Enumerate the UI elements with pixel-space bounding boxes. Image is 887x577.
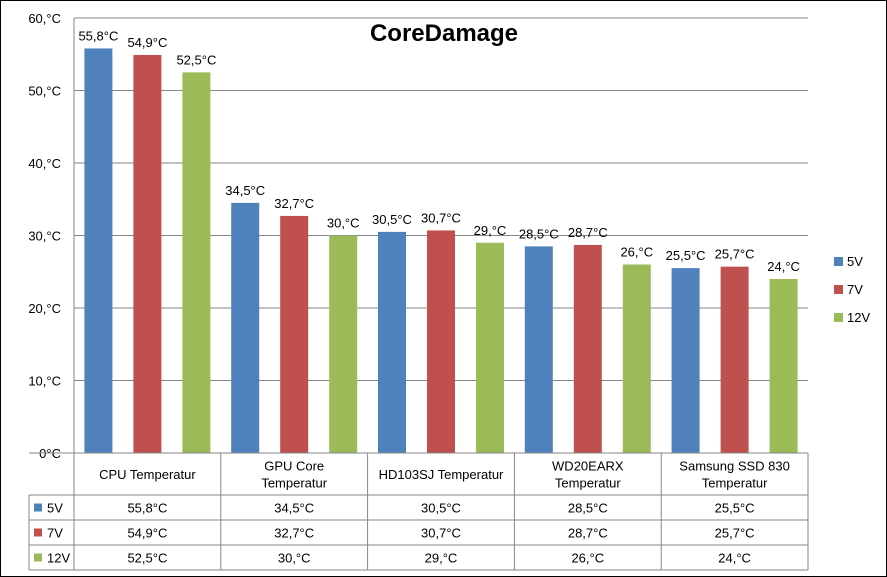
data-label: 30,7°C xyxy=(421,210,461,225)
category-label: Samsung SSD 830 xyxy=(679,459,790,474)
table-cell: 28,5°C xyxy=(568,501,608,516)
table-series-name: 5V xyxy=(47,501,63,516)
data-label: 29,°C xyxy=(474,223,507,238)
bar-7v-1 xyxy=(280,215,309,453)
table-series-name: 12V xyxy=(47,551,70,566)
data-label: 26,°C xyxy=(620,245,653,260)
bar-5v-4 xyxy=(671,268,700,453)
bar-12v-1 xyxy=(329,235,358,453)
data-label: 25,7°C xyxy=(715,247,755,262)
bar-12v-0 xyxy=(182,72,211,453)
data-label: 30,°C xyxy=(327,216,360,231)
legend-key-7v xyxy=(834,285,843,294)
category-label: Temperatur xyxy=(702,476,768,491)
y-tick-label: 10,°C xyxy=(28,374,61,389)
legend-label: 5V xyxy=(847,254,863,269)
data-label: 55,8°C xyxy=(78,28,118,43)
table-cell: 26,°C xyxy=(571,551,604,566)
category-label: GPU Core xyxy=(264,459,324,474)
bar-7v-3 xyxy=(573,244,602,453)
bar-7v-4 xyxy=(720,266,749,453)
data-label: 25,5°C xyxy=(666,248,706,263)
legend-label: 7V xyxy=(847,282,863,297)
table-cell: 55,8°C xyxy=(127,501,167,516)
table-legend-key-5v xyxy=(34,503,42,512)
bar-5v-2 xyxy=(378,231,406,453)
category-label: Temperatur xyxy=(261,476,327,491)
table-series-name: 7V xyxy=(47,526,63,541)
data-label: 30,5°C xyxy=(372,212,412,227)
y-tick-label: 40,°C xyxy=(28,156,61,171)
y-tick-label: 50,°C xyxy=(28,84,61,99)
chart-title: CoreDamage xyxy=(370,20,518,47)
table-cell: 54,9°C xyxy=(127,526,167,541)
table-cell: 25,5°C xyxy=(715,501,755,516)
category-label: WD20EARX xyxy=(552,459,624,474)
table-legend-key-12v xyxy=(34,553,42,562)
data-label: 34,5°C xyxy=(225,183,265,198)
bar-7v-0 xyxy=(133,54,162,453)
table-cell: 30,5°C xyxy=(421,501,461,516)
table-cell: 52,5°C xyxy=(127,551,167,566)
bar-5v-1 xyxy=(231,202,260,453)
data-label: 52,5°C xyxy=(176,52,216,67)
data-label: 32,7°C xyxy=(274,196,314,211)
legend-key-12v xyxy=(834,313,843,322)
table-cell: 34,5°C xyxy=(274,501,314,516)
y-tick-label: 60,°C xyxy=(28,11,61,26)
bar-12v-4 xyxy=(769,279,798,453)
category-label: CPU Temperatur xyxy=(99,467,196,482)
bar-7v-2 xyxy=(427,230,455,453)
table-cell: 30,°C xyxy=(278,551,311,566)
bar-12v-3 xyxy=(622,264,651,453)
data-label: 54,9°C xyxy=(127,35,167,50)
table-cell: 29,°C xyxy=(425,551,458,566)
table-cell: 28,7°C xyxy=(568,526,608,541)
y-tick-label: 30,°C xyxy=(28,229,61,244)
y-tick-label: 20,°C xyxy=(28,301,61,316)
bar-5v-3 xyxy=(524,246,553,453)
bar-12v-2 xyxy=(476,242,504,453)
category-label: Temperatur xyxy=(555,476,621,491)
data-label: 28,7°C xyxy=(568,225,608,240)
bar-5v-0 xyxy=(84,48,113,453)
legend-label: 12V xyxy=(847,310,870,325)
data-label: 24,°C xyxy=(767,259,800,274)
table-cell: 24,°C xyxy=(718,551,751,566)
table-cell: 32,7°C xyxy=(274,526,314,541)
table-cell: 25,7°C xyxy=(715,526,755,541)
category-label: HD103SJ Temperatur xyxy=(379,467,504,482)
table-legend-key-7v xyxy=(34,528,42,537)
legend-key-5v xyxy=(834,257,843,266)
table-cell: 30,7°C xyxy=(421,526,461,541)
data-label: 28,5°C xyxy=(519,226,559,241)
